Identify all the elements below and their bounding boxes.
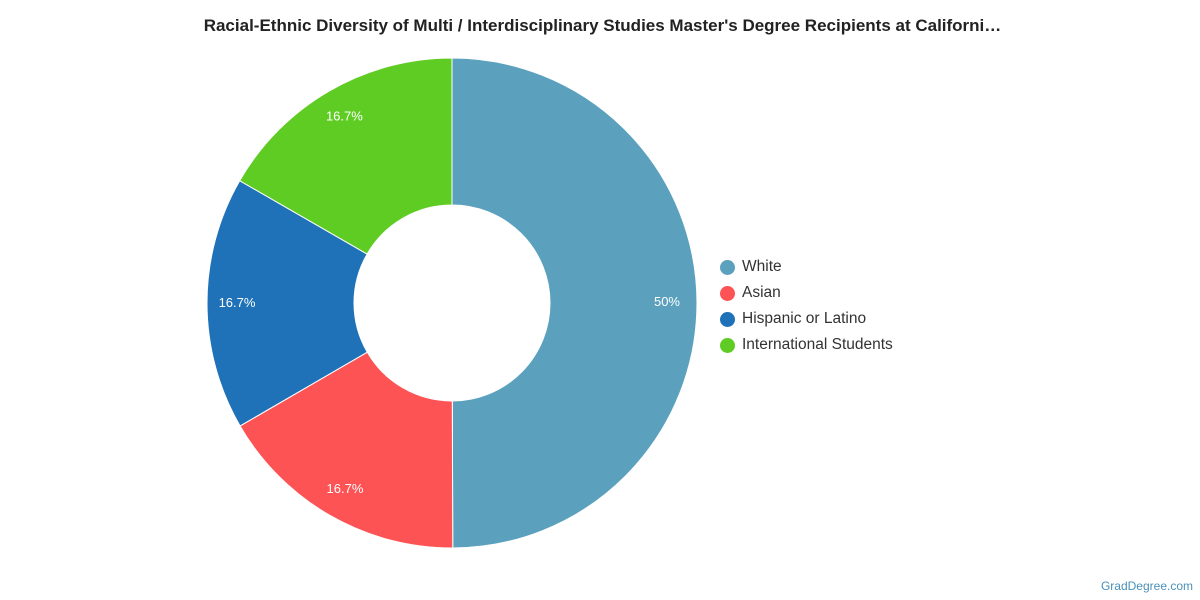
slice-international-students[interactable]: [239, 57, 453, 255]
legend-swatch-international-students: [720, 337, 735, 353]
legend-item-hispanic-or-latino[interactable]: Hispanic or Latino: [720, 306, 893, 332]
slice-white[interactable]: [451, 57, 698, 549]
data-label-asian: 16.7%: [327, 481, 364, 496]
legend-label-white: White: [742, 258, 782, 275]
source-credit-link[interactable]: GradDegree.com: [1100, 579, 1193, 593]
legend-swatch-hispanic-or-latino: [720, 311, 735, 327]
legend-item-white[interactable]: White: [720, 254, 893, 280]
legend-swatch-asian: [720, 285, 735, 301]
legend-label-hispanic-or-latino: Hispanic or Latino: [742, 310, 867, 327]
chart-title: Racial-Ethnic Diversity of Multi / Inter…: [203, 16, 1002, 35]
slice-hispanic-or-latino[interactable]: [206, 180, 368, 427]
legend-label-international-students: International Students: [742, 336, 893, 353]
data-label-hispanic-or-latino: 16.7%: [219, 295, 256, 310]
data-label-white: 50%: [654, 294, 680, 309]
legend: White Asian Hispanic or Latino Internati…: [720, 254, 893, 358]
legend-item-asian[interactable]: Asian: [720, 280, 893, 306]
legend-item-international-students[interactable]: International Students: [720, 332, 893, 358]
legend-label-asian: Asian: [742, 284, 781, 301]
legend-swatch-white: [720, 259, 735, 275]
data-label-international-students: 16.7%: [326, 108, 363, 123]
slice-asian[interactable]: [239, 351, 454, 549]
